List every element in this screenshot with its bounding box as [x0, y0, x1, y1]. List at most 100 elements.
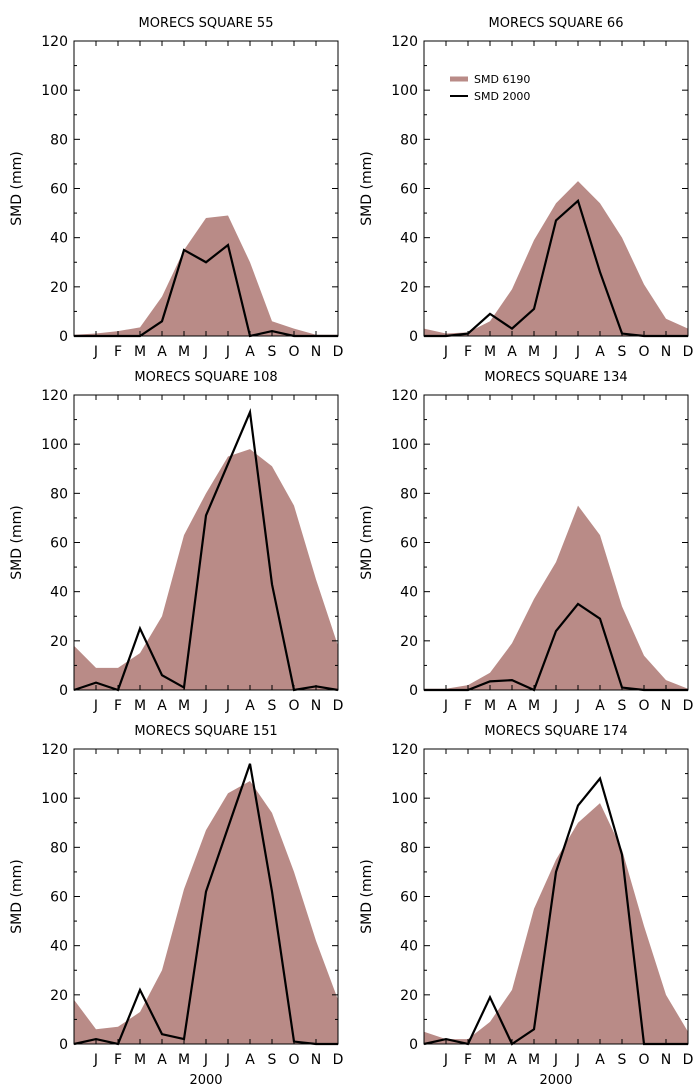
month-label: M — [528, 1052, 540, 1068]
y-tick-label: 0 — [59, 683, 68, 699]
month-label: N — [311, 698, 321, 714]
chart-title: MORECS SQUARE 151 — [134, 724, 277, 739]
x-axis-label: 2000 — [189, 1073, 222, 1088]
month-label: M — [528, 698, 540, 714]
month-label: A — [507, 698, 517, 714]
month-label: J — [225, 1052, 230, 1068]
chart-title: MORECS SQUARE 55 — [139, 16, 274, 31]
area-series — [424, 803, 688, 1044]
month-label: J — [93, 698, 98, 714]
month-label: J — [575, 698, 580, 714]
month-label: J — [443, 1052, 448, 1068]
month-label: A — [157, 698, 167, 714]
y-tick-label: 60 — [50, 536, 68, 552]
month-label: F — [114, 344, 122, 360]
month-label: D — [333, 1052, 344, 1068]
y-tick-label: 20 — [400, 988, 418, 1004]
y-tick-label: 0 — [409, 683, 418, 699]
y-tick-label: 20 — [50, 988, 68, 1004]
y-tick-label: 40 — [50, 939, 68, 955]
area-series — [74, 449, 338, 690]
y-axis-label: SMD (mm) — [359, 151, 375, 225]
y-tick-label: 60 — [400, 182, 418, 198]
chart-title: MORECS SQUARE 108 — [134, 370, 277, 385]
month-label: D — [333, 698, 344, 714]
y-axis-label: SMD (mm) — [9, 859, 25, 933]
month-label: J — [225, 344, 230, 360]
month-label: O — [638, 1052, 649, 1068]
chart-title: MORECS SQUARE 174 — [484, 724, 627, 739]
y-axis-label: SMD (mm) — [359, 505, 375, 579]
month-label: S — [618, 344, 627, 360]
y-tick-label: 20 — [50, 280, 68, 296]
month-label: J — [93, 1052, 98, 1068]
month-label: A — [157, 344, 167, 360]
month-label: J — [443, 344, 448, 360]
y-tick-label: 80 — [400, 840, 418, 856]
month-label: J — [553, 344, 558, 360]
y-tick-label: 80 — [50, 486, 68, 502]
y-tick-label: 120 — [391, 742, 418, 758]
y-tick-label: 0 — [59, 1037, 68, 1053]
month-label: J — [553, 1052, 558, 1068]
month-label: F — [464, 698, 472, 714]
y-tick-label: 60 — [400, 536, 418, 552]
y-tick-label: 100 — [391, 791, 418, 807]
month-label: O — [288, 1052, 299, 1068]
month-label: S — [618, 698, 627, 714]
legend: SMD 6190 SMD 2000 — [450, 73, 530, 103]
month-label: D — [683, 698, 693, 714]
month-label: M — [528, 344, 540, 360]
month-label: M — [178, 344, 190, 360]
y-tick-label: 100 — [391, 83, 418, 99]
month-label: F — [464, 1052, 472, 1068]
y-tick-label: 120 — [41, 742, 68, 758]
month-label: D — [683, 1052, 693, 1068]
y-tick-label: 60 — [50, 890, 68, 906]
y-tick-label: 20 — [400, 280, 418, 296]
y-tick-label: 40 — [400, 939, 418, 955]
y-tick-label: 80 — [50, 840, 68, 856]
y-tick-label: 60 — [50, 182, 68, 198]
y-tick-label: 120 — [41, 388, 68, 404]
month-label: A — [507, 1052, 517, 1068]
month-label: N — [311, 1052, 321, 1068]
month-label: A — [595, 344, 605, 360]
y-tick-label: 80 — [400, 486, 418, 502]
y-tick-label: 40 — [400, 585, 418, 601]
month-label: M — [178, 1052, 190, 1068]
area-series — [74, 215, 338, 336]
month-label: D — [333, 344, 344, 360]
month-label: M — [484, 1052, 496, 1068]
y-tick-label: 0 — [409, 1037, 418, 1053]
month-label: A — [245, 698, 255, 714]
month-label: F — [114, 1052, 122, 1068]
month-label: N — [661, 344, 671, 360]
y-tick-label: 100 — [41, 791, 68, 807]
month-label: N — [661, 698, 671, 714]
month-label: S — [268, 698, 277, 714]
month-label: A — [157, 1052, 167, 1068]
month-label: J — [575, 344, 580, 360]
month-label: S — [268, 344, 277, 360]
month-label: J — [225, 698, 230, 714]
y-tick-label: 20 — [50, 634, 68, 650]
y-tick-label: 40 — [50, 585, 68, 601]
chart-title: MORECS SQUARE 134 — [484, 370, 627, 385]
y-tick-label: 100 — [41, 83, 68, 99]
area-series — [74, 780, 338, 1044]
y-tick-label: 120 — [41, 34, 68, 50]
y-tick-label: 20 — [400, 634, 418, 650]
month-label: A — [507, 344, 517, 360]
y-tick-label: 0 — [59, 329, 68, 345]
month-label: A — [595, 1052, 605, 1068]
month-label: J — [203, 698, 208, 714]
month-label: F — [114, 698, 122, 714]
month-label: M — [134, 1052, 146, 1068]
month-label: N — [661, 1052, 671, 1068]
